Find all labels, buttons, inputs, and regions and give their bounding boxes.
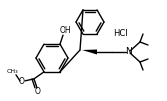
Text: O: O: [19, 77, 24, 86]
Text: CH₃: CH₃: [6, 69, 18, 74]
Text: OH: OH: [59, 26, 71, 35]
Text: HCl: HCl: [113, 28, 127, 37]
Polygon shape: [82, 49, 97, 55]
Text: O: O: [35, 87, 40, 96]
Text: N: N: [125, 47, 131, 56]
